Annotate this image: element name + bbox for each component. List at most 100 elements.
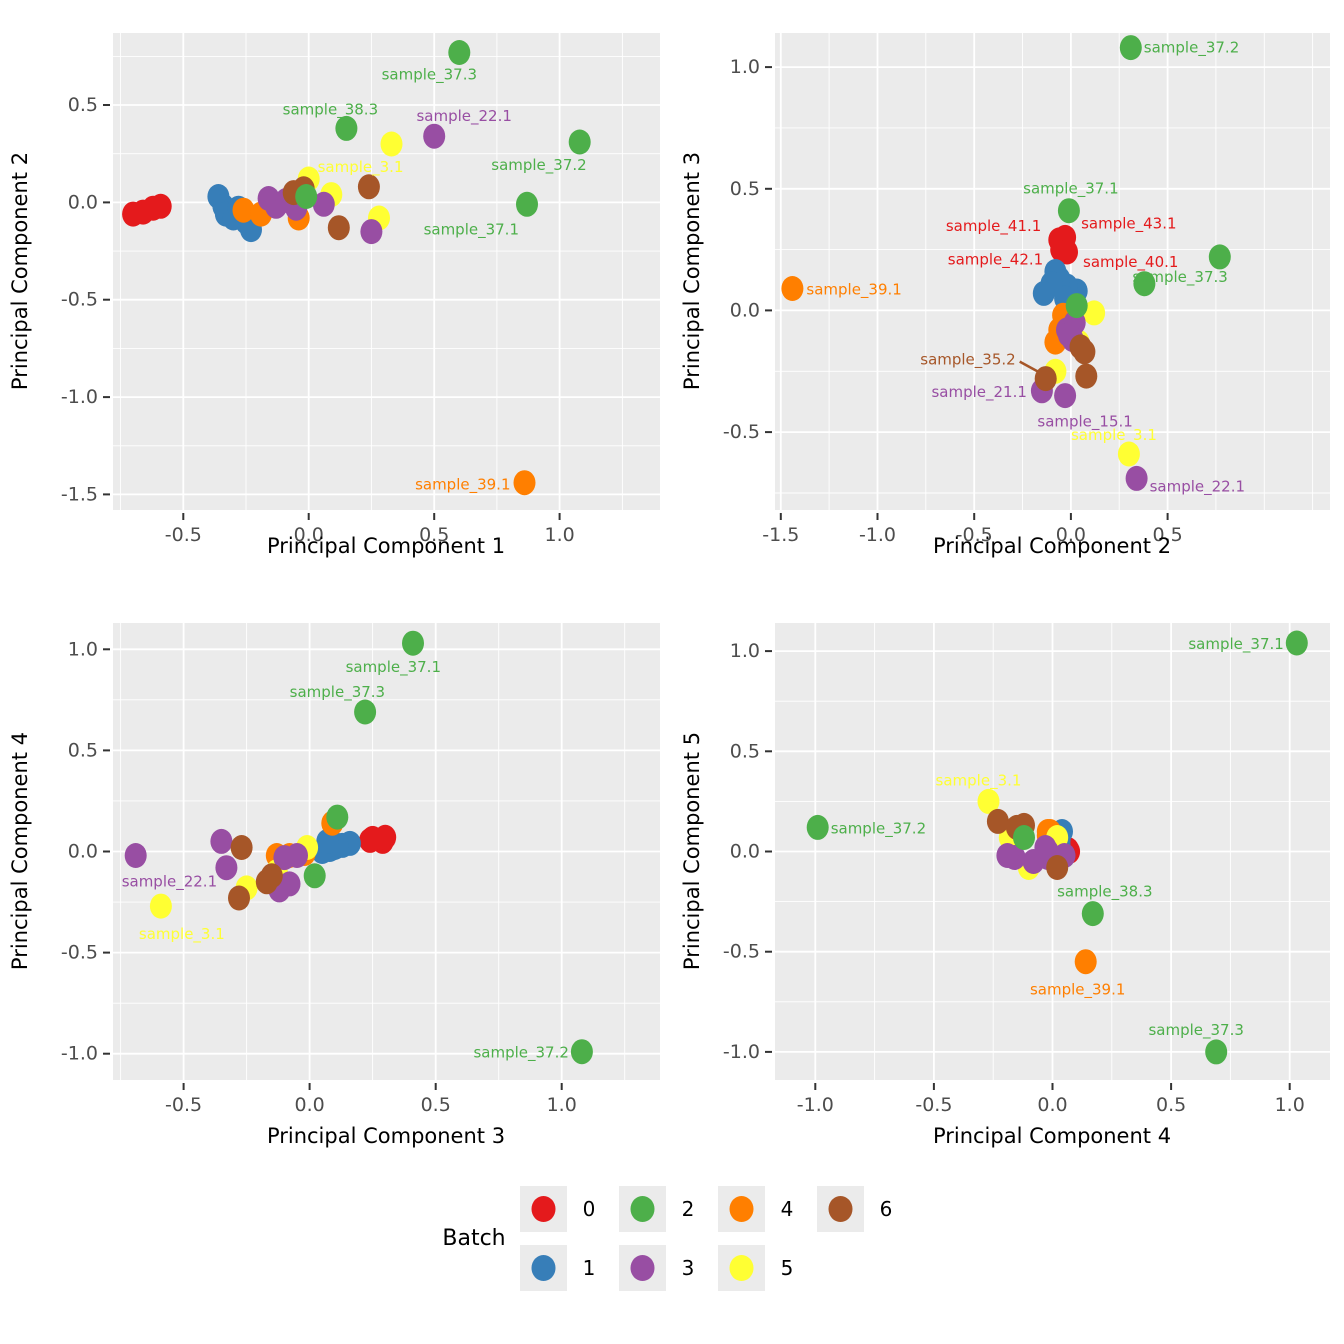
x-axis-label: Principal Component 3 (267, 1124, 505, 1148)
legend-entry-label: 3 (681, 1256, 695, 1280)
legend-key-swatch (717, 1186, 765, 1232)
legend-title: Batch (442, 1226, 506, 1251)
scatter-plot-pc3-vs-pc4: -0.5 0.0 0.5 1.0 1.0 0.5 0.0 -0.5 -1.0 Principal … (0, 560, 672, 1160)
legend-key-swatch (618, 1245, 666, 1291)
data-point (1083, 300, 1106, 326)
data-point (215, 855, 238, 881)
scatter-plot-pc4-vs-pc5: -1.0 -0.5 0.0 0.5 1.0 1.0 0.5 0.0 -0.5 -1.0 Princi… (672, 560, 1344, 1160)
legend-entry-label: 6 (879, 1197, 893, 1221)
data-point (1057, 198, 1080, 224)
y-tick-label: 0.0 (730, 841, 760, 863)
data-point (1081, 901, 1104, 927)
y-axis-ticks: 1.0 0.5 0.0 -0.5 -1.0 (723, 640, 772, 1063)
data-point (1073, 339, 1096, 365)
data-point (1034, 366, 1057, 392)
data-point (1208, 244, 1231, 270)
legend-entry-0: 0 (519, 1186, 605, 1232)
sample-label: sample_37.2 (1144, 39, 1239, 58)
plot-canvas: -1.5 -1.0 -0.5 0.0 0.51.00.50.0-0.5Principal… (680, 33, 1330, 558)
legend-dot-icon (531, 1255, 556, 1281)
y-axis-ticks: 0.5 0.0 -0.5 -1.0 -1.5 (61, 94, 110, 505)
sample-label: sample_37.1 (424, 220, 519, 239)
sample-label: sample_22.1 (122, 873, 217, 892)
label-leader-line (1019, 360, 1043, 375)
data-point (360, 219, 383, 245)
x-tick-label: -0.5 (165, 524, 202, 546)
scatter-plot-pc1-vs-pc2: -0.5 0.0 0.5 1.0 0.5 0.0 -0.5 -1.0 -1.5 Principal… (0, 0, 672, 560)
data-point (1032, 280, 1055, 306)
y-tick-label: 1.0 (68, 638, 98, 660)
legend-entry-2: 2 (618, 1186, 704, 1232)
y-tick-label: 0.5 (68, 94, 98, 116)
data-point (354, 699, 377, 725)
data-point (570, 1039, 593, 1065)
data-point (986, 808, 1009, 834)
grid-major (775, 623, 1330, 1080)
data-points (781, 35, 1231, 491)
data-point (232, 197, 255, 223)
sample-label: sample_3.1 (936, 771, 1022, 790)
sample-label: sample_37.1 (346, 658, 441, 677)
data-point (1125, 465, 1148, 491)
data-point (1013, 825, 1035, 850)
sample-label: sample_38.3 (1057, 883, 1152, 902)
x-tick-label: 0.5 (1152, 524, 1182, 546)
data-point (149, 193, 172, 219)
sample-label: sample_37.3 (1148, 1021, 1243, 1040)
data-point (1205, 1039, 1228, 1065)
legend-dot-icon (531, 1196, 556, 1222)
grid-major (113, 33, 660, 510)
data-point (359, 827, 382, 853)
data-points (122, 40, 591, 496)
sample-labels: sample_37.1 sample_37.3 sample_22.1 sample_… (122, 658, 569, 1062)
y-tick-label: 1.0 (730, 56, 760, 78)
x-axis-ticks: -1.5 -1.0 -0.5 0.0 0.5 (762, 513, 1183, 546)
data-point (124, 843, 147, 868)
data-point (516, 191, 538, 217)
x-axis-ticks: -0.5 0.0 0.5 1.0 (165, 513, 575, 546)
x-axis-label: Principal Component 4 (933, 1124, 1171, 1148)
y-axis-label: Principal Component 3 (680, 152, 704, 390)
sample-label: sample_22.1 (1150, 477, 1245, 496)
sample-label: sample_40.1 (1083, 253, 1178, 272)
legend-entry-5: 5 (717, 1245, 803, 1291)
y-tick-label: 0.0 (68, 841, 98, 863)
data-point (149, 893, 172, 919)
data-point (303, 863, 326, 889)
legend-entry-label: 1 (582, 1256, 596, 1280)
legend-entry-label: 5 (780, 1256, 794, 1280)
data-point (335, 115, 358, 141)
y-tick-label: -1.5 (61, 483, 98, 505)
data-point (273, 845, 296, 871)
x-tick-label: 0.5 (419, 524, 449, 546)
y-axis-label: Principal Component 4 (8, 732, 32, 970)
sample-label: sample_39.1 (1030, 981, 1125, 1000)
legend-dot-icon (729, 1255, 754, 1281)
x-tick-label: 0.0 (294, 1094, 324, 1116)
data-point (1074, 949, 1097, 975)
data-point (423, 123, 446, 149)
data-point (327, 215, 350, 241)
sample-label: sample_37.3 (382, 66, 477, 85)
y-tick-label: -1.0 (723, 1041, 760, 1063)
data-point (781, 276, 804, 301)
y-tick-label: 0.5 (68, 739, 98, 761)
x-tick-label: -0.5 (915, 1094, 952, 1116)
data-points (806, 630, 1308, 1065)
legend-entry-6: 6 (816, 1186, 902, 1232)
plot-canvas: -0.5 0.0 0.5 1.0 0.5 0.0 -0.5 -1.0 -1.5 Principal… (8, 33, 660, 558)
data-point (312, 191, 335, 217)
legend-column: 6 (816, 1186, 902, 1291)
panel-background (113, 33, 660, 510)
sample-label: sample_37.1 (1188, 635, 1283, 654)
x-tick-label: -1.0 (797, 1094, 834, 1116)
sample-label: sample_41.1 (946, 217, 1041, 236)
sample-label: sample_43.1 (1081, 214, 1176, 233)
x-tick-label: 0.5 (1156, 1094, 1186, 1116)
data-point (357, 174, 380, 200)
